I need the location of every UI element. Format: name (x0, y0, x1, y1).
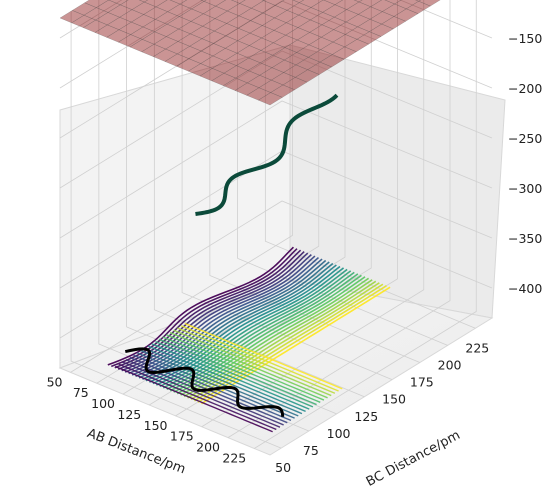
grid-line-y (181, 0, 393, 381)
grid-line-x (70, 0, 293, 373)
surface-patch (298, 0, 324, 8)
contour-line (169, 331, 328, 399)
surface-patch (415, 0, 421, 2)
contour-line (162, 336, 321, 403)
x-tick-label: 100 (91, 396, 115, 411)
y-tick-label: 125 (354, 409, 378, 424)
axis-panes (58, 0, 506, 456)
z-tick-label: −350 (508, 231, 542, 246)
z-tick-label: −150 (508, 31, 542, 46)
contour-line (125, 359, 284, 426)
y-axis-label: BC Distance/pm (364, 428, 463, 490)
grid-line-x (254, 0, 477, 449)
contour-line (114, 365, 273, 433)
contour-projection (107, 246, 391, 433)
contour-line (158, 338, 317, 406)
surface-patch (203, 0, 226, 7)
contour-line (147, 345, 306, 413)
x-tick-label: 150 (144, 418, 168, 433)
y-tick-label: 225 (465, 340, 489, 355)
grid-line-y (237, 0, 448, 346)
z-tick-label: −400 (508, 281, 542, 296)
grid-line-y (264, 0, 476, 329)
surface-patch (169, 0, 187, 5)
surface-patch (200, 0, 207, 2)
y-tick-label: 75 (303, 443, 319, 458)
x-tick-label: 200 (196, 440, 220, 455)
surface-patch (323, 0, 343, 5)
trajectory-floor (124, 347, 285, 417)
grid-line-x (201, 0, 425, 428)
contour-line (144, 347, 303, 415)
surface-patch (263, 0, 285, 6)
surface-patch (231, 0, 246, 4)
surface-patch (418, 0, 441, 7)
grid-line-x (122, 0, 346, 395)
grid-line-x (227, 0, 451, 438)
surface-patch (108, 0, 129, 6)
z-axis-ticks: −100−150−200−250−300−350−400 (508, 31, 542, 296)
surface-patch (143, 0, 168, 8)
energy-surface (59, 0, 441, 106)
y-tick-label: 200 (438, 357, 462, 372)
surface-patch (353, 0, 363, 3)
grid-line-z (59, 50, 493, 189)
grid-line-x (96, 0, 320, 384)
contour-line (166, 334, 325, 401)
contour-line (155, 340, 314, 408)
contour-line (151, 343, 310, 410)
contour-line (173, 329, 332, 397)
surface-patch (384, 0, 402, 5)
contour-line (184, 322, 343, 390)
grid-line-z (59, 100, 493, 239)
x-tick-label: 75 (73, 385, 89, 400)
contour-line (177, 327, 336, 394)
grid-line-z (59, 0, 493, 139)
contour-line (180, 325, 339, 392)
z-tick-label: −300 (508, 181, 542, 196)
z-tick-label: −250 (508, 131, 542, 146)
grid-line-z (59, 200, 493, 339)
y-tick-label: 150 (382, 392, 406, 407)
z-tick-label: −200 (508, 81, 542, 96)
contour-line (118, 363, 277, 431)
surface-patch (138, 0, 148, 3)
grid-line-y (153, 0, 365, 398)
x-tick-label: 50 (47, 374, 63, 389)
grid-line-y (70, 11, 282, 449)
grid-line-y (209, 0, 421, 363)
trajectory-3d (195, 93, 339, 216)
x-tick-label: 125 (117, 407, 141, 422)
grid-lines (59, 0, 493, 449)
surface-patch (358, 0, 382, 7)
surface-patch (292, 0, 304, 3)
y-tick-label: 175 (410, 375, 434, 390)
grid-line-z (59, 0, 493, 89)
grid-line-y (126, 0, 337, 415)
surface-patch (261, 0, 265, 1)
x-tick-label: 175 (170, 429, 194, 444)
contour-line (140, 349, 299, 417)
x-tick-label: 225 (222, 450, 246, 465)
y-tick-label: 50 (275, 460, 291, 475)
y-tick-label: 100 (327, 426, 351, 441)
surface-patch (84, 0, 109, 8)
